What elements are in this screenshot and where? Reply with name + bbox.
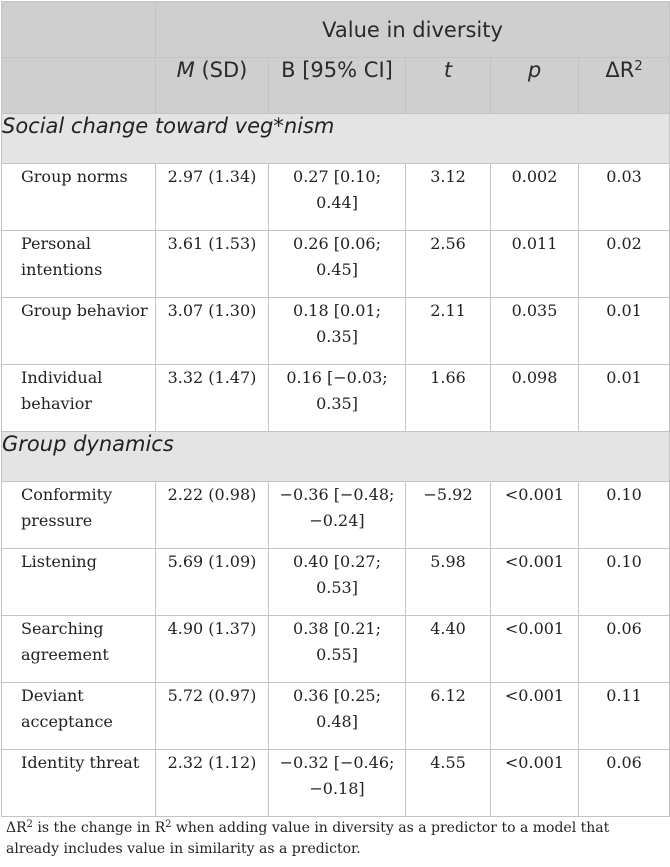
group-header: Value in diversity [154, 1, 670, 58]
row-label: Individual behavior [1, 364, 156, 432]
cell-delta-r2: 0.06 [577, 615, 670, 683]
row-label: Group behavior [1, 297, 156, 365]
cell-mean-sd: 2.32 (1.12) [155, 749, 269, 817]
cell-t: −5.92 [405, 481, 491, 549]
cell-p: <0.001 [490, 481, 579, 549]
table-footnote: ΔR2 is the change in R2 when adding valu… [6, 818, 666, 860]
section-row: Group dynamics [0, 431, 670, 482]
row-label: Personal intentions [1, 230, 156, 298]
cell-delta-r2: 0.10 [577, 548, 670, 616]
cell-mean-sd: 2.22 (0.98) [155, 481, 269, 549]
section-title: Social change toward veg*nism [0, 113, 670, 164]
cell-b-ci: 0.36 [0.25; 0.48] [268, 682, 406, 750]
cell-t: 5.98 [405, 548, 491, 616]
cell-b-ci: 0.26 [0.06; 0.45] [268, 230, 406, 298]
cell-mean-sd: 2.97 (1.34) [155, 163, 269, 231]
cell-mean-sd: 4.90 (1.37) [155, 615, 269, 683]
footnote-part3: when adding value in diversity as a pred… [6, 820, 610, 857]
section-row: Social change toward veg*nism [0, 113, 670, 164]
footnote-part1: ΔR [6, 820, 27, 836]
cell-t: 4.55 [405, 749, 491, 817]
results-table: Value in diversity M (SD) B [95% CI] t p… [0, 1, 670, 817]
cell-delta-r2: 0.06 [577, 749, 670, 817]
table-row: Group norms 2.97 (1.34) 0.27 [0.10; 0.44] 3… [1, 163, 670, 231]
cell-p: <0.001 [490, 548, 579, 616]
cell-mean-sd: 5.69 (1.09) [155, 548, 269, 616]
col-header-m-symbol: M [176, 58, 195, 82]
cell-delta-r2: 0.03 [577, 163, 670, 231]
cell-b-ci: 0.18 [0.01; 0.35] [268, 297, 406, 365]
table-row: Individual behavior 3.32 (1.47) 0.16 [−0.0… [1, 364, 670, 432]
col-header-p: p [490, 57, 579, 114]
footnote-sup2: 2 [165, 819, 172, 831]
cell-t: 4.40 [405, 615, 491, 683]
header-row-columns: M (SD) B [95% CI] t p ΔR2 [1, 57, 670, 114]
cell-delta-r2: 0.01 [577, 297, 670, 365]
col-header-m: M (SD) [155, 57, 269, 114]
col-header-m-rest: (SD) [194, 58, 248, 82]
col-header-dr-base: ΔR [605, 58, 635, 82]
cell-delta-r2: 0.10 [577, 481, 670, 549]
cell-t: 1.66 [405, 364, 491, 432]
col-header-t: t [405, 57, 491, 114]
table-row: Conformity pressure 2.22 (0.98) −0.36 [−0.… [1, 481, 670, 549]
cell-mean-sd: 3.32 (1.47) [155, 364, 269, 432]
table-row: Deviant acceptance 5.72 (0.97) 0.36 [0.25;… [1, 682, 670, 750]
row-label: Identity threat [1, 749, 156, 817]
cell-b-ci: 0.38 [0.21; 0.55] [268, 615, 406, 683]
cell-b-ci: 0.27 [0.10; 0.44] [268, 163, 406, 231]
cell-p: 0.098 [490, 364, 579, 432]
footnote-part2: is the change in R [32, 820, 166, 836]
cell-delta-r2: 0.01 [577, 364, 670, 432]
table-row: Searching agreement 4.90 (1.37) 0.38 [0.21… [1, 615, 670, 683]
row-label: Searching agreement [1, 615, 156, 683]
cell-p: <0.001 [490, 615, 579, 683]
section-title: Group dynamics [0, 431, 670, 482]
cell-b-ci: −0.36 [−0.48; −0.24] [268, 481, 406, 549]
footnote-sup1: 2 [26, 819, 33, 831]
cell-delta-r2: 0.02 [577, 230, 670, 298]
cell-p: 0.002 [490, 163, 579, 231]
header-row-group: Value in diversity [1, 1, 670, 58]
cell-t: 2.11 [405, 297, 491, 365]
header-corner-cell [1, 1, 156, 58]
cell-b-ci: 0.16 [−0.03; 0.35] [268, 364, 406, 432]
cell-p: 0.011 [490, 230, 579, 298]
cell-p: 0.035 [490, 297, 579, 365]
row-label: Group norms [1, 163, 156, 231]
cell-p: <0.001 [490, 749, 579, 817]
table-row: Group behavior 3.07 (1.30) 0.18 [0.01; 0.3… [1, 297, 670, 365]
row-label: Deviant acceptance [1, 682, 156, 750]
col-header-dr-sup: 2 [634, 58, 643, 74]
header-label-cell [1, 57, 156, 114]
cell-mean-sd: 3.61 (1.53) [155, 230, 269, 298]
row-label: Conformity pressure [1, 481, 156, 549]
cell-b-ci: −0.32 [−0.46; −0.18] [268, 749, 406, 817]
table-row: Identity threat 2.32 (1.12) −0.32 [−0.46; … [1, 749, 670, 817]
cell-t: 2.56 [405, 230, 491, 298]
col-header-delta-r2: ΔR2 [577, 57, 670, 114]
cell-delta-r2: 0.11 [577, 682, 670, 750]
cell-mean-sd: 5.72 (0.97) [155, 682, 269, 750]
cell-mean-sd: 3.07 (1.30) [155, 297, 269, 365]
cell-p: <0.001 [490, 682, 579, 750]
row-label: Listening [1, 548, 156, 616]
cell-t: 6.12 [405, 682, 491, 750]
cell-t: 3.12 [405, 163, 491, 231]
table-row: Personal intentions 3.61 (1.53) 0.26 [0.06… [1, 230, 670, 298]
col-header-b: B [95% CI] [268, 57, 406, 114]
table-row: Listening 5.69 (1.09) 0.40 [0.27; 0.53] 5.9… [1, 548, 670, 616]
cell-b-ci: 0.40 [0.27; 0.53] [268, 548, 406, 616]
